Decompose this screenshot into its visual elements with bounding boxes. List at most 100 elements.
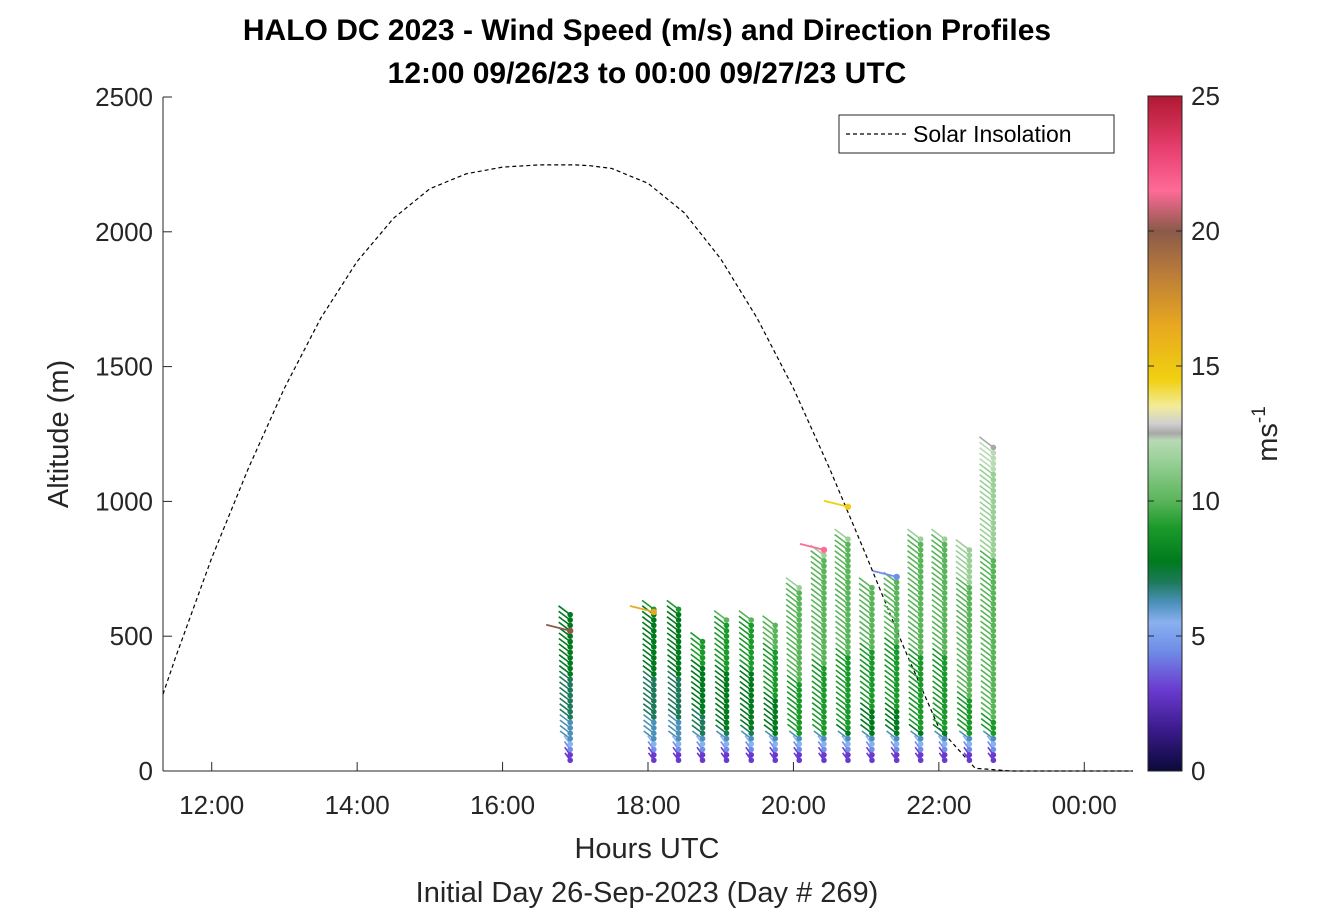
wind-point (675, 676, 682, 683)
wind-point (699, 719, 706, 726)
wind-point (796, 671, 803, 677)
wind-point (966, 757, 973, 764)
wind-point (990, 671, 997, 677)
colorbar-tick-label: 10 (1191, 486, 1220, 516)
wind-point (869, 719, 875, 726)
wind-point (990, 708, 997, 715)
wind-point (567, 741, 573, 747)
wind-point (723, 654, 730, 661)
wind-point (990, 676, 997, 683)
wind-barb-outlier (872, 570, 897, 578)
wind-point (748, 719, 755, 726)
wind-point (845, 676, 851, 683)
wind-point (699, 660, 706, 666)
wind-point (966, 654, 973, 661)
y-axis-label: Altitude (m) (43, 360, 75, 508)
wind-point (821, 687, 827, 693)
wind-point (869, 746, 875, 753)
wind-point (675, 703, 682, 710)
wind-point (966, 547, 973, 553)
wind-point (990, 601, 997, 607)
wind-point (869, 622, 875, 629)
wind-barb (979, 479, 994, 492)
wind-point (748, 638, 755, 645)
wind-point (845, 698, 851, 704)
wind-point (941, 692, 948, 699)
wind-point (990, 606, 997, 613)
wind-barb (979, 506, 994, 519)
wind-point (748, 633, 755, 639)
wind-point (990, 574, 997, 580)
wind-point (966, 552, 973, 559)
wind-point (821, 584, 827, 591)
wind-point (990, 746, 997, 753)
wind-point (772, 730, 779, 737)
wind-point (772, 622, 779, 629)
wind-point (748, 671, 755, 677)
wind-point (869, 752, 875, 758)
wind-point (941, 703, 948, 710)
x-tick-label: 00:00 (1052, 790, 1117, 820)
wind-point (990, 735, 997, 742)
wind-point (966, 692, 973, 699)
wind-point (699, 752, 706, 758)
wind-point (990, 509, 997, 515)
wind-point (748, 735, 755, 742)
wind-point (966, 730, 973, 737)
wind-point (941, 698, 948, 704)
wind-point (796, 698, 803, 704)
wind-point (893, 730, 900, 737)
wind-point (723, 752, 730, 758)
wind-point (917, 628, 924, 634)
wind-point (941, 719, 948, 726)
wind-point (651, 665, 657, 672)
wind-barb (979, 474, 994, 486)
wind-point (821, 714, 827, 720)
wind-point (748, 681, 755, 688)
wind-point (990, 584, 997, 591)
wind-point (845, 547, 851, 553)
x-tick-label: 18:00 (615, 790, 680, 820)
wind-barb (955, 538, 970, 551)
wind-point (917, 541, 924, 548)
wind-point (845, 741, 851, 747)
wind-point (772, 671, 779, 677)
wind-point (675, 654, 682, 661)
wind-point (893, 757, 900, 764)
wind-point (869, 601, 875, 607)
wind-point (845, 568, 851, 575)
wind-point (845, 574, 851, 580)
wind-point (869, 698, 875, 704)
wind-point (941, 617, 948, 623)
wind-point (675, 671, 682, 677)
wind-point (723, 622, 730, 629)
wind-point (699, 708, 706, 715)
wind-point (893, 719, 900, 726)
wind-point (845, 757, 851, 764)
wind-point (748, 649, 755, 656)
wind-point (990, 455, 997, 462)
wind-point (845, 681, 851, 688)
wind-point (821, 708, 827, 715)
wind-point (869, 671, 875, 677)
wind-point (821, 611, 827, 618)
wind-point (651, 622, 657, 629)
wind-point (723, 708, 730, 715)
wind-point (893, 671, 900, 677)
wind-point (772, 719, 779, 726)
wind-point (845, 692, 851, 699)
wind-point (966, 590, 973, 596)
wind-point (651, 628, 657, 634)
wind-point (699, 687, 706, 693)
y-tick-label: 2000 (95, 217, 153, 247)
wind-point (821, 735, 827, 742)
wind-point (567, 622, 573, 629)
wind-point (651, 660, 657, 666)
wind-point (845, 671, 851, 677)
wind-point (893, 681, 900, 688)
wind-point (917, 590, 924, 596)
wind-barb (979, 485, 994, 497)
wind-barb (955, 566, 970, 578)
wind-point (893, 708, 900, 715)
x-tick-label: 20:00 (761, 790, 826, 820)
